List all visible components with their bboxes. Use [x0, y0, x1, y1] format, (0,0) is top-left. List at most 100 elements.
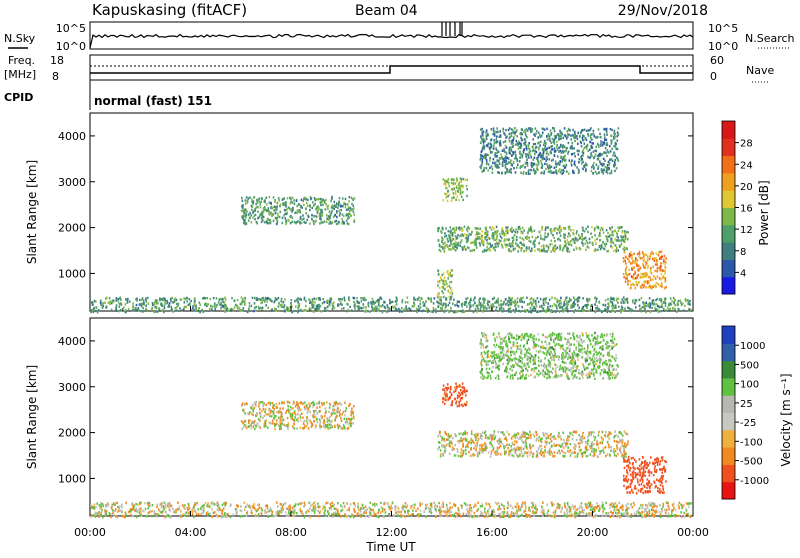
nsearch-tick-high: 10^5 — [708, 22, 738, 35]
range-gate-cell — [155, 310, 157, 312]
range-gate-cell — [496, 238, 498, 240]
range-gate-cell — [530, 307, 532, 309]
range-gate-cell — [312, 503, 314, 505]
range-gate-cell — [313, 215, 315, 217]
range-gate-cell — [610, 128, 612, 130]
range-gate-cell — [642, 257, 644, 259]
range-gate-cell — [511, 135, 513, 137]
range-gate-cell — [303, 309, 305, 311]
range-gate-cell — [466, 513, 468, 515]
range-gate-cell — [472, 249, 474, 251]
range-gate-cell — [571, 244, 573, 246]
range-gate-cell — [257, 211, 259, 213]
range-gate-cell — [585, 137, 587, 139]
range-gate-cell — [635, 299, 637, 301]
range-gate-cell — [414, 504, 416, 506]
range-gate-cell — [480, 510, 482, 512]
range-gate-cell — [564, 134, 566, 136]
range-gate-cell — [512, 142, 514, 144]
range-gate-cell — [559, 164, 561, 166]
range-gate-cell — [206, 303, 208, 305]
range-gate-cell — [563, 227, 565, 229]
range-gate-cell — [309, 516, 311, 518]
range-gate-cell — [116, 502, 118, 504]
range-gate-cell — [471, 510, 473, 512]
range-gate-cell — [453, 196, 455, 198]
range-gate-cell — [586, 304, 588, 306]
range-gate-cell — [517, 164, 519, 166]
range-gate-cell — [551, 142, 553, 144]
range-gate-cell — [136, 510, 138, 512]
range-gate-cell — [494, 231, 496, 233]
range-gate-cell — [503, 505, 505, 507]
range-gate-cell — [365, 309, 367, 311]
range-gate-cell — [441, 236, 443, 238]
range-gate-cell — [534, 230, 536, 232]
colorbar-segment — [722, 121, 735, 139]
range-gate-cell — [567, 250, 569, 252]
range-gate-cell — [631, 513, 633, 515]
range-gate-cell — [461, 507, 463, 509]
range-gate-cell — [506, 244, 508, 246]
range-gate-cell — [219, 303, 221, 305]
freq-trace — [90, 66, 693, 73]
range-gate-cell — [389, 506, 391, 508]
range-gate-cell — [663, 262, 665, 264]
range-gate-cell — [270, 202, 272, 204]
range-gate-cell — [447, 510, 449, 512]
range-gate-cell — [264, 221, 266, 223]
range-gate-cell — [481, 163, 483, 165]
range-gate-cell — [382, 508, 384, 510]
range-gate-cell — [483, 167, 485, 169]
range-gate-cell — [560, 146, 562, 148]
range-gate-cell — [124, 516, 126, 518]
range-gate-cell — [369, 507, 371, 509]
range-gate-cell — [499, 516, 501, 518]
range-gate-cell — [586, 513, 588, 515]
range-gate-cell — [489, 147, 491, 149]
range-gate-cell — [517, 301, 519, 303]
range-gate-cell — [532, 128, 534, 130]
range-gate-cell — [556, 166, 558, 168]
range-gate-cell — [97, 311, 99, 313]
range-gate-cell — [212, 502, 214, 504]
range-gate-cell — [308, 216, 310, 218]
range-gate-cell — [562, 172, 564, 174]
range-gate-cell — [586, 298, 588, 300]
range-gate-cell — [502, 310, 504, 312]
range-gate-cell — [101, 304, 103, 306]
range-gate-cell — [543, 299, 545, 301]
range-gate-cell — [290, 222, 292, 224]
range-gate-cell — [642, 273, 644, 275]
range-gate-cell — [628, 255, 630, 257]
range-gate-cell — [243, 222, 245, 224]
range-gate-cell — [562, 310, 564, 312]
range-gate-cell — [176, 309, 178, 311]
range-gate-cell — [143, 510, 145, 512]
range-gate-cell — [482, 310, 484, 312]
range-gate-cell — [509, 169, 511, 171]
range-gate-cell — [209, 308, 211, 310]
range-gate-cell — [420, 513, 422, 515]
range-gate-cell — [528, 236, 530, 238]
range-gate-cell — [654, 514, 656, 516]
range-gate-cell — [615, 155, 617, 157]
range-gate-cell — [164, 305, 166, 307]
range-gate-cell — [389, 299, 391, 301]
range-gate-cell — [428, 308, 430, 310]
range-gate-cell — [615, 512, 617, 514]
range-gate-cell — [576, 166, 578, 168]
range-gate-cell — [561, 152, 563, 154]
range-gate-cell — [262, 213, 264, 215]
range-gate-cell — [648, 276, 650, 278]
range-gate-cell — [194, 297, 196, 299]
range-gate-cell — [343, 307, 345, 309]
range-gate-cell — [160, 503, 162, 505]
range-gate-cell — [322, 214, 324, 216]
range-gate-cell — [563, 169, 565, 171]
range-gate-cell — [289, 508, 291, 510]
range-gate-cell — [526, 247, 528, 249]
range-gate-cell — [351, 514, 353, 516]
range-gate-cell — [627, 301, 629, 303]
range-gate-cell — [314, 301, 316, 303]
